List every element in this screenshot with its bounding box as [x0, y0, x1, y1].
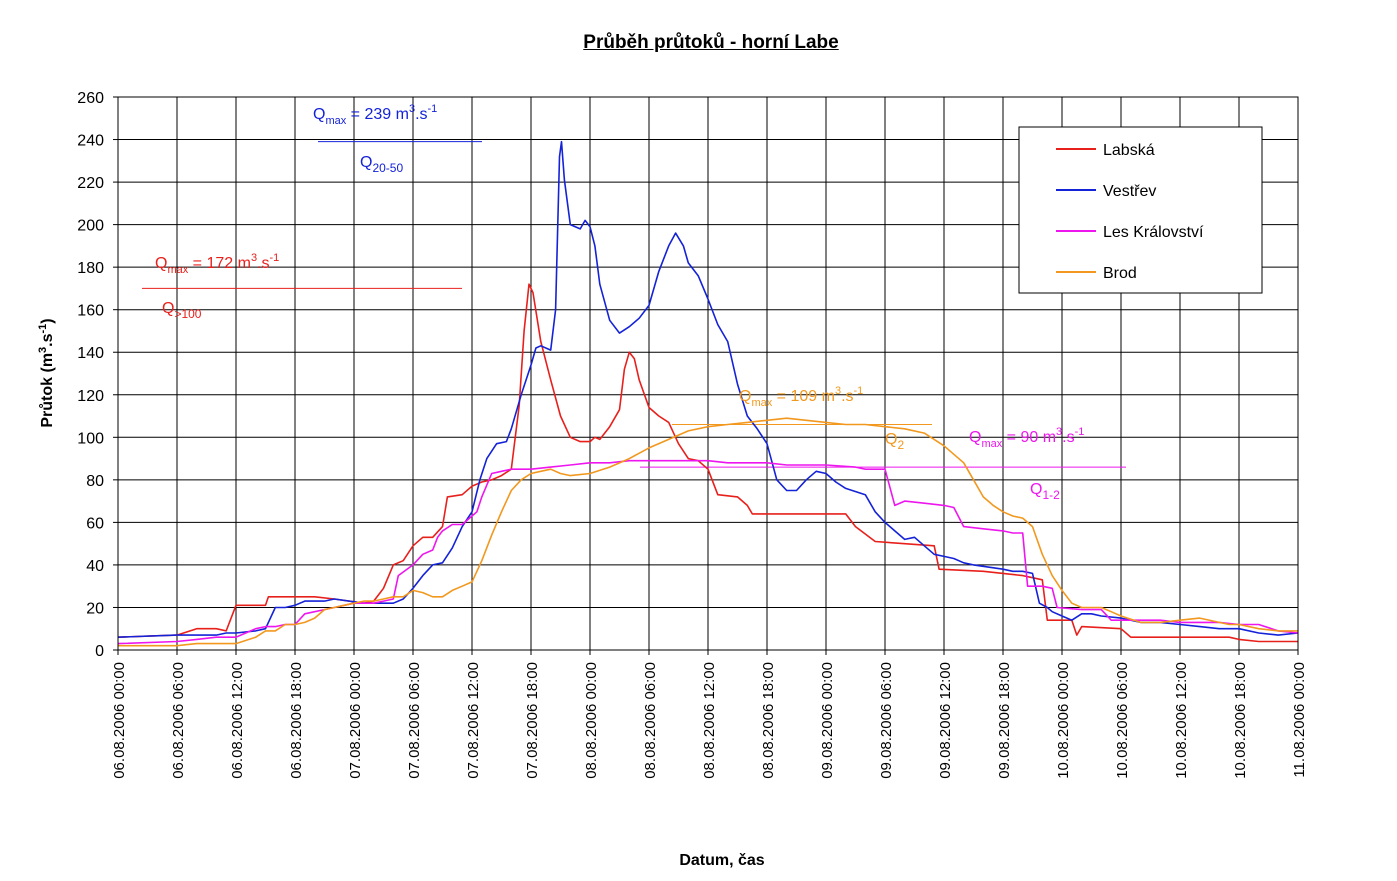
y-tick-label: 60 — [86, 515, 104, 532]
x-tick-label: 09.08.2006 12:00 — [937, 662, 954, 779]
series-lines — [117, 140, 1299, 647]
qmax-annotation: Qmax = 172 m3.s-1 — [155, 252, 279, 276]
x-tick-label: 06.08.2006 00:00 — [111, 662, 128, 779]
x-tick-label: 11.08.2006 00:00 — [1291, 662, 1308, 778]
x-tick-label: 07.08.2006 12:00 — [465, 662, 482, 779]
y-axis-title: Průtok (m3.s-1) — [37, 318, 56, 427]
plot-frame — [117, 96, 1299, 651]
x-tick-label: 10.08.2006 12:00 — [1173, 662, 1190, 779]
legend-box — [1018, 126, 1263, 294]
series-line — [118, 417, 1298, 647]
chart-title: Průběh průtoků - horní Labe — [583, 32, 839, 53]
x-tick-label: 10.08.2006 00:00 — [1055, 662, 1072, 779]
y-tick-label: 120 — [77, 388, 104, 405]
legend-label: Brod — [1103, 265, 1137, 282]
legend-label: Labská — [1103, 142, 1155, 159]
x-tick-label: 10.08.2006 18:00 — [1232, 662, 1249, 779]
x-tick-label: 07.08.2006 18:00 — [524, 662, 541, 779]
legend-label: Vestřev — [1103, 183, 1156, 200]
annotations: Qmax = 239 m3.s-1 Q20-50 Qmax = 172 m3.s-1… — [155, 103, 1084, 502]
q-class-label: Q>100 — [162, 300, 202, 321]
x-axis-title: Datum, čas — [679, 852, 764, 869]
y-tick-label: 240 — [77, 133, 104, 150]
qmax-annotation: Qmax = 90 m3.s-1 — [969, 426, 1084, 450]
y-tick-label: 20 — [86, 600, 104, 617]
x-tick-label: 09.08.2006 06:00 — [878, 662, 895, 779]
qmax-annotation: Qmax = 239 m3.s-1 — [313, 103, 437, 127]
q-class-label: Q1-2 — [1030, 481, 1060, 502]
x-tick-label: 06.08.2006 18:00 — [288, 662, 305, 779]
y-tick-label: 40 — [86, 558, 104, 575]
y-axis-ticks: 0 20 40 60 80 100 120 140 160 180 200 220 240 260 — [77, 90, 118, 660]
legend: Labská Vestřev Les Království Brod — [1018, 126, 1263, 294]
x-tick-label: 08.08.2006 00:00 — [583, 662, 600, 779]
q-class-label: Q2 — [885, 431, 904, 452]
y-tick-label: 180 — [77, 260, 104, 277]
x-axis-ticks: 06.08.2006 00:00 06.08.2006 06:00 06.08.20… — [111, 650, 1308, 779]
y-tick-label: 140 — [77, 345, 104, 362]
y-tick-label: 260 — [77, 90, 104, 107]
x-tick-label: 06.08.2006 12:00 — [229, 662, 246, 779]
y-tick-label: 200 — [77, 218, 104, 235]
y-tick-label: 0 — [95, 643, 104, 660]
y-tick-label: 100 — [77, 430, 104, 447]
x-tick-label: 08.08.2006 18:00 — [760, 662, 777, 779]
x-tick-label: 06.08.2006 06:00 — [170, 662, 187, 779]
reference-lines — [142, 141, 1126, 468]
x-tick-label: 09.08.2006 18:00 — [996, 662, 1013, 779]
series-line — [117, 140, 1299, 638]
qmax-annotation: Qmax = 109 m3.s-1 — [739, 385, 863, 409]
q-class-label: Q20-50 — [360, 154, 403, 175]
x-tick-label: 08.08.2006 06:00 — [642, 662, 659, 779]
legend-label: Les Království — [1103, 224, 1204, 241]
x-tick-label: 07.08.2006 06:00 — [406, 662, 423, 779]
x-tick-label: 08.08.2006 12:00 — [701, 662, 718, 779]
x-tick-label: 10.08.2006 06:00 — [1114, 662, 1131, 779]
x-tick-label: 07.08.2006 00:00 — [347, 662, 364, 779]
y-tick-label: 220 — [77, 175, 104, 192]
series-line — [117, 283, 1298, 643]
y-tick-label: 160 — [77, 303, 104, 320]
x-tick-label: 09.08.2006 00:00 — [819, 662, 836, 779]
y-tick-label: 80 — [86, 473, 104, 490]
